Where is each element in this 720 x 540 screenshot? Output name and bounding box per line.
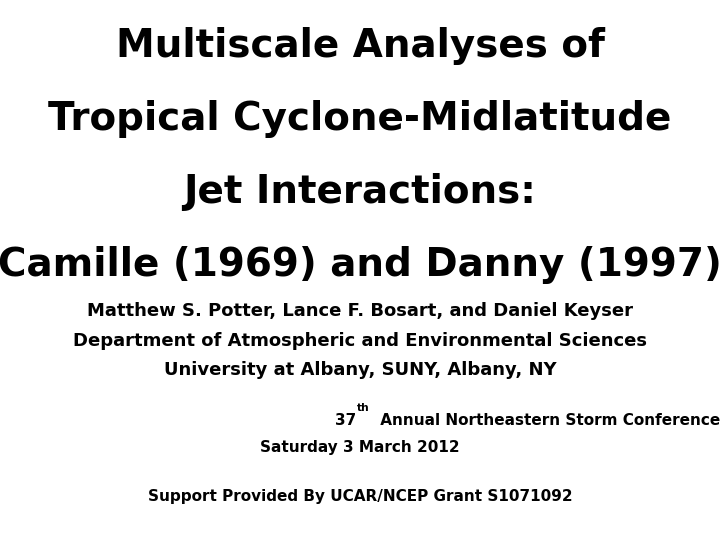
Text: Tropical Cyclone-Midlatitude: Tropical Cyclone-Midlatitude: [48, 100, 672, 138]
Text: University at Albany, SUNY, Albany, NY: University at Albany, SUNY, Albany, NY: [163, 361, 557, 379]
Text: th: th: [357, 403, 370, 414]
Text: Support Provided By UCAR/NCEP Grant S1071092: Support Provided By UCAR/NCEP Grant S107…: [148, 489, 572, 504]
Text: Department of Atmospheric and Environmental Sciences: Department of Atmospheric and Environmen…: [73, 332, 647, 350]
Text: Saturday 3 March 2012: Saturday 3 March 2012: [260, 440, 460, 455]
Text: Matthew S. Potter, Lance F. Bosart, and Daniel Keyser: Matthew S. Potter, Lance F. Bosart, and …: [87, 302, 633, 320]
Text: 37: 37: [335, 413, 356, 428]
Text: Multiscale Analyses of: Multiscale Analyses of: [116, 27, 604, 65]
Text: Camille (1969) and Danny (1997): Camille (1969) and Danny (1997): [0, 246, 720, 284]
Text: Jet Interactions:: Jet Interactions:: [184, 173, 536, 211]
Text: Annual Northeastern Storm Conference: Annual Northeastern Storm Conference: [375, 413, 720, 428]
